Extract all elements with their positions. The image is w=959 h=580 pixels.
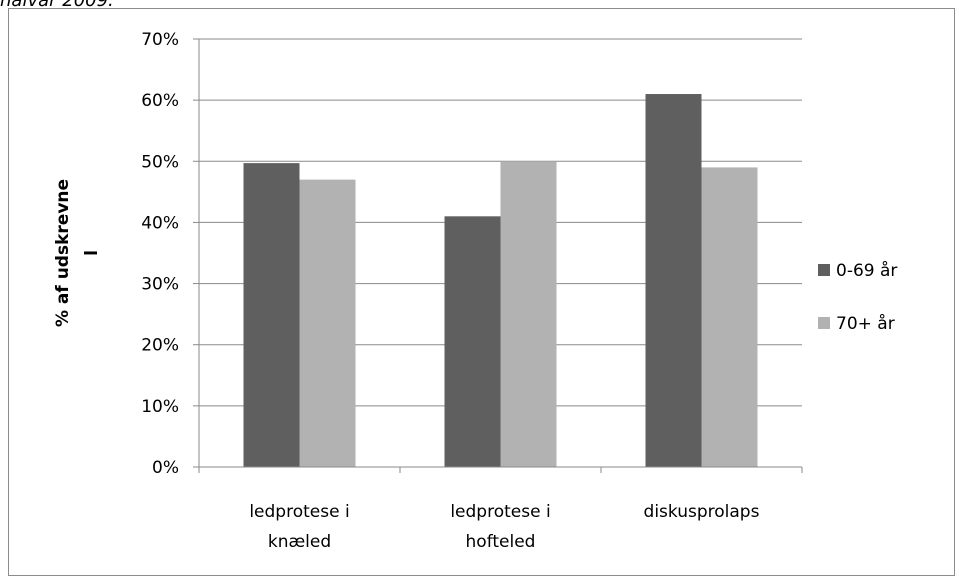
y-tick-label: 70%: [141, 30, 179, 50]
legend-label: 0-69 år: [836, 260, 897, 281]
y-tick-label: 20%: [141, 336, 179, 356]
x-category-label: diskusprolaps: [644, 502, 760, 522]
legend-swatch: [818, 317, 830, 329]
x-category-label: ledprotese i: [249, 502, 349, 522]
x-category-label: hofteled: [466, 532, 536, 552]
legend-label: 70+ år: [836, 313, 895, 334]
bar: [701, 167, 758, 467]
bars: [243, 94, 758, 468]
y-axis-title-line: % af udskrevne: [53, 179, 73, 327]
legend: 0-69 år 70+ år: [818, 260, 897, 334]
x-category-label: knæled: [268, 532, 331, 552]
y-tick-label: 40%: [141, 213, 179, 233]
y-axis-title: % af udskrevne l: [53, 179, 102, 327]
legend-swatch: [818, 264, 830, 276]
caption: halvår 2009.: [0, 0, 114, 11]
bar: [299, 179, 356, 467]
x-category-label: ledprotese i: [450, 502, 550, 522]
bar: [500, 161, 557, 468]
y-tick-label: 0%: [152, 458, 179, 478]
bar: [243, 163, 300, 467]
y-axis-title-line: l: [82, 250, 102, 256]
bar: [444, 216, 501, 467]
y-tick-label: 10%: [141, 397, 179, 417]
axes: [193, 38, 803, 473]
bar: [645, 94, 702, 468]
x-category-labels: ledprotese i knæled ledprotese i hofteled di…: [249, 502, 759, 552]
y-tick-label: 30%: [141, 275, 179, 295]
y-tick-label: 60%: [141, 91, 179, 111]
y-tick-labels: 0% 10% 20% 30% 40% 50% 60% 70%: [141, 30, 179, 478]
y-tick-label: 50%: [141, 152, 179, 172]
